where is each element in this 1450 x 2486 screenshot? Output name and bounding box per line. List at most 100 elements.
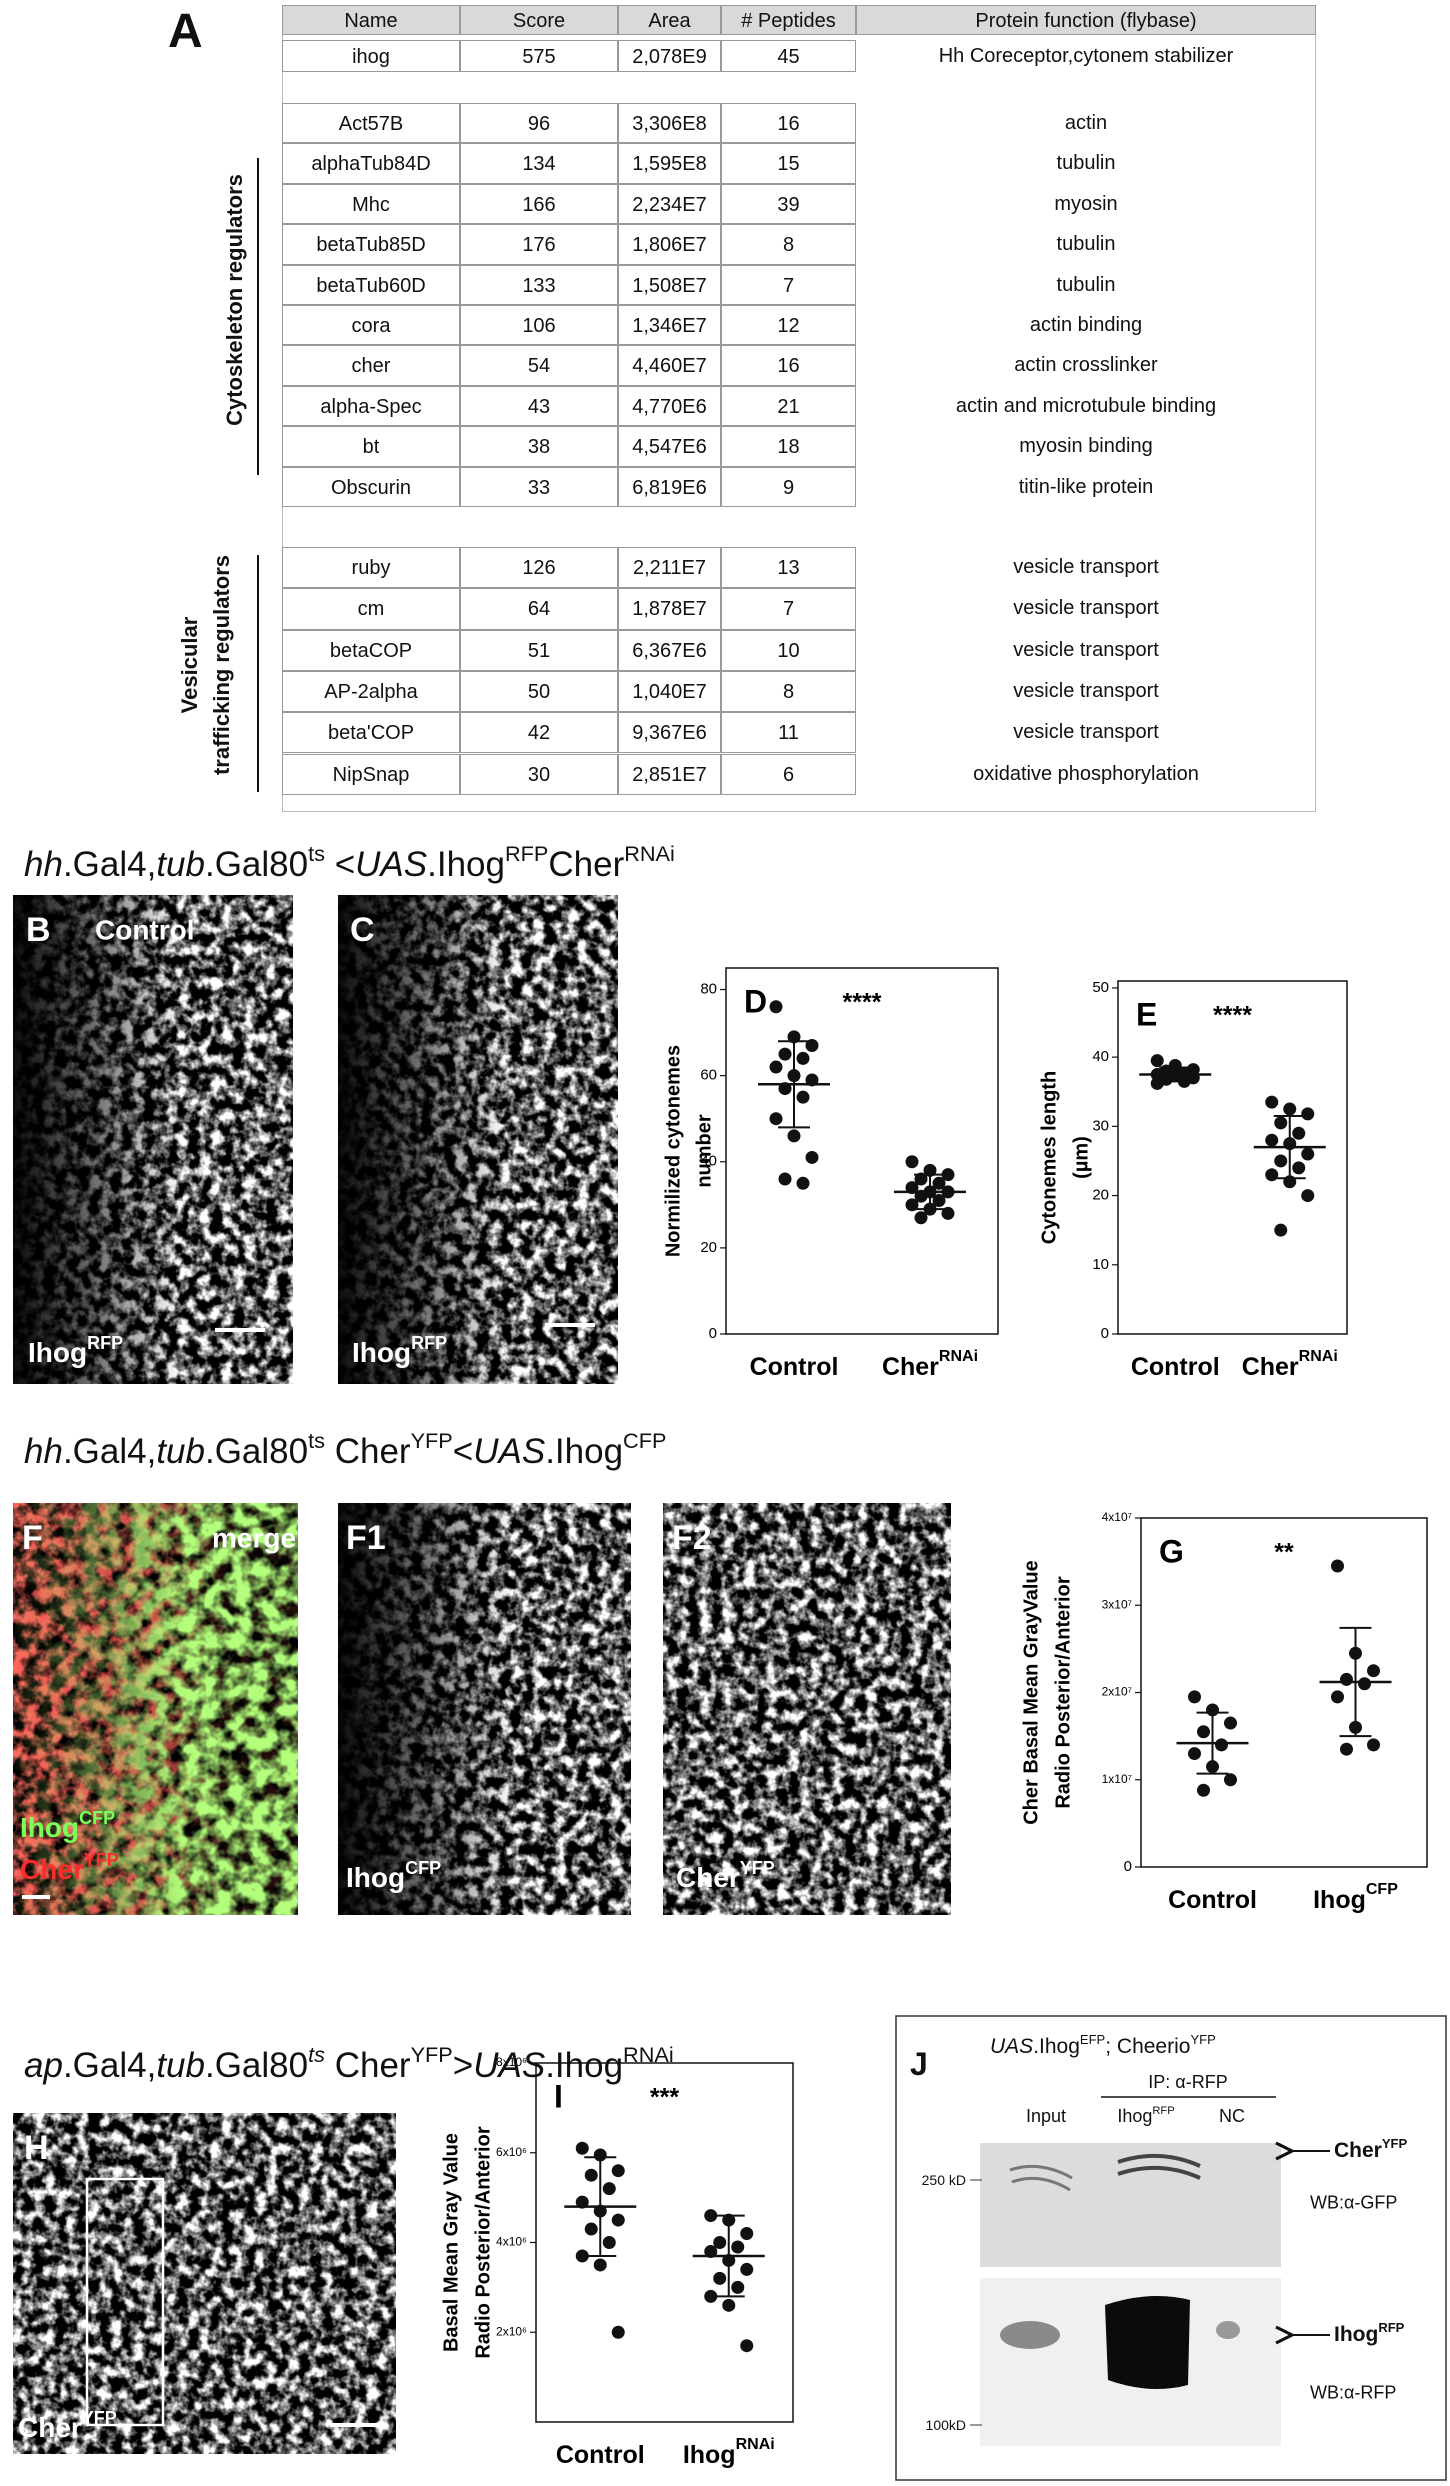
table-cell: 9 [721, 466, 856, 507]
header-cell: # Peptides [721, 5, 856, 35]
table-cell: vesicle transport [1013, 597, 1159, 620]
data-point [731, 2280, 745, 2294]
text-part: Cher [548, 845, 625, 884]
data-point [1150, 1076, 1164, 1090]
table-header-bg [282, 5, 1316, 35]
data-point [941, 1168, 955, 1182]
table-cell: betaTub60D [282, 264, 460, 305]
data-point [805, 1039, 819, 1053]
table-cell: tubulin [1056, 233, 1116, 256]
y-axis-label: Normilized cytonemes [662, 1045, 684, 1257]
panel-label: A [168, 5, 203, 58]
text-part: Ihog [1117, 2106, 1153, 2126]
table-cell: 16 [721, 345, 856, 386]
table-cell: 1,040E7 [618, 670, 721, 713]
channel-label: IhogCFP [20, 1808, 115, 1844]
category-superscript: RNAi [939, 1348, 978, 1365]
channel-label: CherYFP [20, 1850, 119, 1886]
panel-label: H [24, 2129, 49, 2167]
y-tick-label: 0 [1124, 1858, 1132, 1875]
table-cell: Mhc [282, 183, 460, 225]
x-tick-label: CherRNAi [1242, 1348, 1338, 1380]
data-point [602, 2182, 616, 2196]
data-point [769, 1112, 783, 1126]
table-cell: beta'COP [282, 712, 460, 754]
data-point [584, 2222, 598, 2236]
data-point [778, 1047, 792, 1061]
channel-label: CherYFP [676, 1858, 775, 1894]
significance: **** [843, 989, 882, 1017]
y-tick-label: 4x10⁷ [1102, 1510, 1132, 1524]
text-part: .Gal80 [204, 845, 309, 884]
table-cell: 176 [460, 224, 618, 265]
table-cell: 7 [721, 264, 856, 305]
micrograph-texture [663, 1503, 951, 1915]
table-cell: cora [282, 305, 460, 346]
micrograph-texture [13, 895, 293, 1384]
text-part: .Gal4, [62, 845, 157, 884]
data-point [1367, 1738, 1380, 1752]
table-cell: 6 [721, 753, 856, 795]
plot-frame [1140, 1517, 1428, 1868]
data-point [1301, 1189, 1315, 1203]
data-point [1301, 1147, 1315, 1161]
ladder-label: 250 kD [921, 2172, 966, 2188]
band-target: CherYFP [1334, 2137, 1407, 2163]
text-part: .Gal80 [204, 2046, 309, 2085]
table-cell: Hh Coreceptor,cytonem stabilizer [938, 45, 1234, 67]
text-part: tub [156, 2046, 205, 2085]
table-cell: Obscurin [282, 466, 460, 507]
data-point [932, 1194, 946, 1208]
table-cell: ruby [282, 547, 460, 589]
error-bar [1159, 1066, 1192, 1083]
text-part: CFP [623, 1427, 667, 1453]
data-point [1265, 1168, 1279, 1182]
data-point [722, 2298, 736, 2312]
data-point [1224, 1716, 1237, 1730]
text-part: RFP [1152, 2105, 1175, 2118]
text-part: > [452, 2046, 474, 2085]
group-title: trafficking regulators [209, 554, 234, 776]
data-point [575, 2249, 589, 2263]
text-part: hh [24, 845, 63, 884]
panel-caption: Control [95, 914, 195, 945]
table-cell: 96 [460, 103, 618, 144]
channel-name: Ihog [28, 1337, 87, 1368]
data-point [769, 1060, 783, 1074]
y-tick-label: 60 [700, 1067, 717, 1084]
table-cell: 21 [721, 385, 856, 427]
data-point [713, 2236, 727, 2249]
table-cell: 16 [721, 103, 856, 144]
table-cell: 64 [460, 588, 618, 630]
panel-label: F [22, 1519, 43, 1557]
x-tick-label: IhogCFP [1313, 1881, 1398, 1913]
y-tick-label: 20 [700, 1239, 717, 1256]
data-point [941, 1206, 955, 1220]
table-cell: 12 [721, 305, 856, 346]
table-cell: bt [282, 426, 460, 467]
y-axis-label: (µm) [1070, 1136, 1092, 1179]
blot-gfp [980, 2143, 1281, 2267]
category-name: Ihog [683, 2441, 736, 2469]
table-cell: titin-like protein [1018, 475, 1154, 498]
text-part: UAS [355, 845, 428, 884]
data-point [611, 2164, 625, 2178]
text-part: ts [308, 2041, 325, 2067]
data-point [1340, 1672, 1353, 1686]
error-bar [778, 1040, 810, 1129]
data-point [805, 1150, 819, 1164]
text-part: Input [1025, 2106, 1067, 2126]
table-cell: 15 [721, 143, 856, 184]
data-point [1274, 1223, 1288, 1237]
micrograph-texture [338, 895, 618, 1384]
table-cell: 51 [460, 629, 618, 671]
table-cell: 126 [460, 547, 618, 589]
lane-label: IhogRFP [1117, 2106, 1174, 2127]
table-cell: 134 [460, 143, 618, 184]
table-cell: 9,367E6 [618, 712, 721, 754]
data-point [1274, 1116, 1288, 1130]
channel-superscript: YFP [740, 1858, 775, 1878]
category-superscript: RNAi [1299, 1348, 1338, 1365]
data-point [1224, 1773, 1237, 1787]
table-cell: 2,211E7 [618, 547, 721, 589]
